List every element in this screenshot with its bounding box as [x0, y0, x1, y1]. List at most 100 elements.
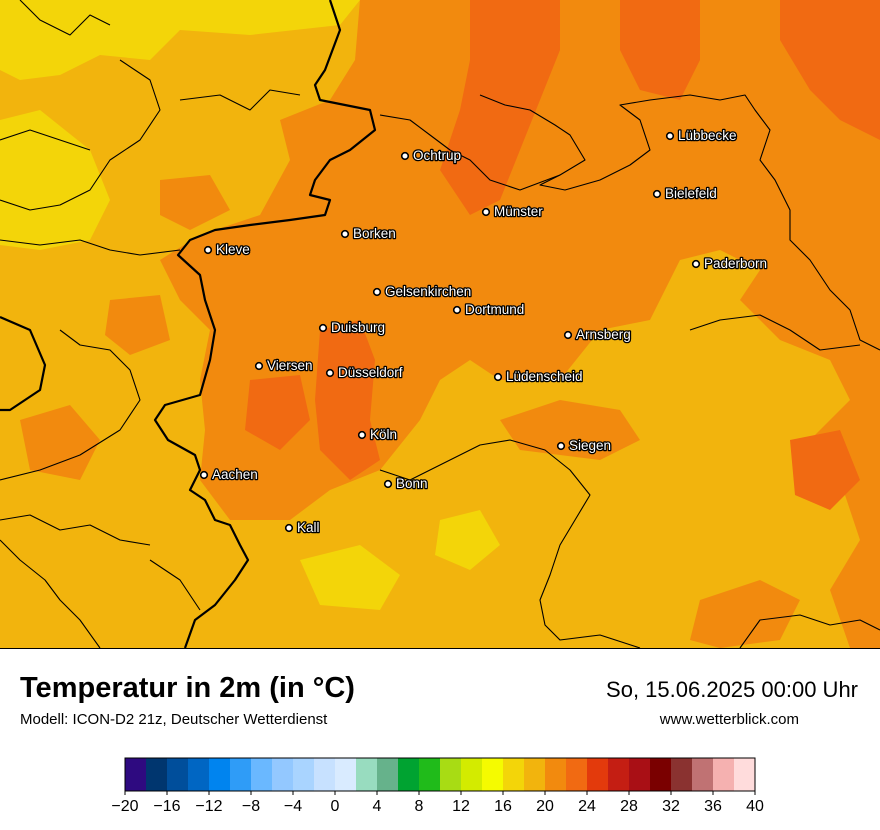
city-marker: Kleve	[203, 241, 251, 258]
field-light-yellow	[435, 510, 500, 570]
legend-swatch	[650, 758, 672, 791]
legend-tick-label: 28	[620, 798, 638, 815]
city-marker: Aachen	[199, 466, 259, 483]
legend-swatch	[398, 758, 420, 791]
city-marker: Lübbecke	[665, 127, 738, 144]
region-border	[0, 539, 101, 648]
legend-tick-label: 16	[494, 798, 512, 815]
map-title: Temperatur in 2m (in °C)	[20, 672, 355, 704]
legend-swatch	[713, 758, 735, 791]
city-dot	[325, 368, 335, 378]
legend-tick-label: 36	[704, 798, 722, 815]
legend-swatch	[440, 758, 462, 791]
field-light-yellow	[0, 0, 360, 80]
legend-tick-label: 4	[373, 798, 382, 815]
city-label: Aachen	[212, 467, 258, 482]
field-dark-orange	[780, 0, 880, 140]
temperature-field	[0, 0, 880, 648]
field-orange	[160, 0, 880, 648]
legend-tick-label: 20	[536, 798, 554, 815]
city-dot	[318, 323, 328, 333]
field-dark-orange	[245, 375, 310, 450]
region-border	[0, 129, 91, 151]
legend-swatch	[314, 758, 336, 791]
legend-tick-label: −20	[111, 798, 138, 815]
city-marker: Bielefeld	[652, 185, 718, 202]
legend-swatch	[524, 758, 546, 791]
city-markers: Lübbecke Ochtrup Bielefeld Münster Borken Kle…	[199, 127, 768, 536]
legend-tick-label: 8	[415, 798, 424, 815]
legend-tick-label: −12	[195, 798, 222, 815]
legend-tick-label: 0	[331, 798, 340, 815]
city-label: Köln	[370, 427, 397, 442]
legend-tick-label: −16	[153, 798, 180, 815]
city-marker: Arnsberg	[563, 326, 632, 343]
city-label: Arnsberg	[576, 327, 631, 342]
legend-swatch	[566, 758, 588, 791]
city-label: Lübbecke	[678, 128, 737, 143]
website-link[interactable]: www.wetterblick.com	[659, 711, 799, 728]
color-legend: −20 −16 −12 −8 −4 0 4 8 12 16 20 24 28 32 36 40	[111, 757, 764, 815]
city-marker: Borken	[340, 225, 397, 242]
city-dot	[199, 470, 209, 480]
model-subtitle: Modell: ICON-D2 21z, Deutscher Wetterdie…	[20, 711, 328, 728]
legend-swatch	[461, 758, 483, 791]
city-dot	[383, 479, 393, 489]
field-dark-orange	[440, 0, 560, 215]
field-orange	[690, 580, 800, 648]
city-label: Münster	[494, 204, 543, 219]
legend-swatch	[377, 758, 399, 791]
city-marker: Kall	[284, 519, 321, 536]
city-label: Lüdenscheid	[506, 369, 583, 384]
legend-swatch	[734, 758, 756, 791]
city-marker: Siegen	[556, 437, 612, 454]
legend-swatch	[251, 758, 273, 791]
region-border	[19, 0, 111, 36]
field-orange	[105, 295, 170, 355]
city-label: Duisburg	[331, 320, 385, 335]
legend-swatch	[482, 758, 504, 791]
city-dot	[340, 229, 350, 239]
city-label: Borken	[353, 226, 396, 241]
city-label: Bonn	[396, 476, 428, 491]
city-marker: Lüdenscheid	[493, 368, 584, 385]
legend-swatch	[167, 758, 189, 791]
region-border	[0, 329, 141, 481]
legend-swatch	[293, 758, 315, 791]
legend-tick-label: −8	[242, 798, 260, 815]
city-marker: Viersen	[254, 357, 314, 374]
legend-swatch	[545, 758, 567, 791]
field-orange	[160, 175, 230, 230]
legend-frame	[124, 757, 756, 792]
legend-swatch	[587, 758, 609, 791]
city-label: Düsseldorf	[338, 365, 403, 380]
city-marker: Münster	[481, 203, 545, 220]
city-label: Siegen	[569, 438, 611, 453]
city-dot	[203, 245, 213, 255]
city-marker: Köln	[357, 426, 398, 443]
forecast-datetime: So, 15.06.2025 00:00 Uhr	[606, 677, 858, 702]
field-orange	[500, 400, 640, 460]
city-marker: Gelsenkirchen	[372, 283, 473, 300]
region-border	[689, 314, 861, 351]
region-border	[379, 439, 641, 648]
legend-swatch	[608, 758, 630, 791]
city-marker: Paderborn	[691, 255, 768, 272]
country-border	[153, 0, 377, 648]
legend-swatch	[629, 758, 651, 791]
legend-swatch	[125, 758, 147, 791]
legend-swatch	[230, 758, 252, 791]
region-border	[0, 59, 161, 211]
field-light-yellow	[300, 545, 400, 610]
city-dot	[665, 131, 675, 141]
city-dot	[254, 361, 264, 371]
city-label: Paderborn	[704, 256, 767, 271]
region-border	[149, 559, 201, 611]
legend-swatch	[692, 758, 714, 791]
legend-tick-label: 24	[578, 798, 596, 815]
city-dot	[400, 151, 410, 161]
city-dot	[563, 330, 573, 340]
legend-swatch	[356, 758, 378, 791]
region-border	[0, 239, 181, 256]
temperature-map[interactable]: Lübbecke Ochtrup Bielefeld Münster Borken Kle…	[0, 0, 880, 649]
